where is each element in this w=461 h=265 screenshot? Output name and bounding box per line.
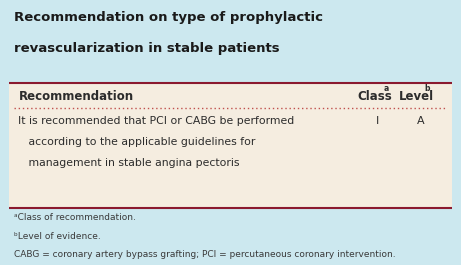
- Text: ᵃClass of recommendation.: ᵃClass of recommendation.: [14, 213, 136, 222]
- Text: I: I: [375, 116, 379, 126]
- Text: Level: Level: [399, 90, 434, 103]
- FancyBboxPatch shape: [9, 83, 452, 208]
- Text: Class: Class: [357, 90, 392, 103]
- Text: Recommendation: Recommendation: [18, 90, 134, 103]
- Text: b: b: [425, 84, 430, 93]
- Text: CABG = coronary artery bypass grafting; PCI = percutaneous coronary intervention: CABG = coronary artery bypass grafting; …: [14, 250, 396, 259]
- Text: management in stable angina pectoris: management in stable angina pectoris: [18, 158, 240, 168]
- Text: ᵇLevel of evidence.: ᵇLevel of evidence.: [14, 232, 100, 241]
- Text: according to the applicable guidelines for: according to the applicable guidelines f…: [18, 137, 256, 147]
- Text: A: A: [417, 116, 424, 126]
- Text: It is recommended that PCI or CABG be performed: It is recommended that PCI or CABG be pe…: [18, 116, 295, 126]
- Text: a: a: [384, 84, 389, 93]
- Text: Recommendation on type of prophylactic: Recommendation on type of prophylactic: [14, 11, 323, 24]
- Text: revascularization in stable patients: revascularization in stable patients: [14, 42, 279, 55]
